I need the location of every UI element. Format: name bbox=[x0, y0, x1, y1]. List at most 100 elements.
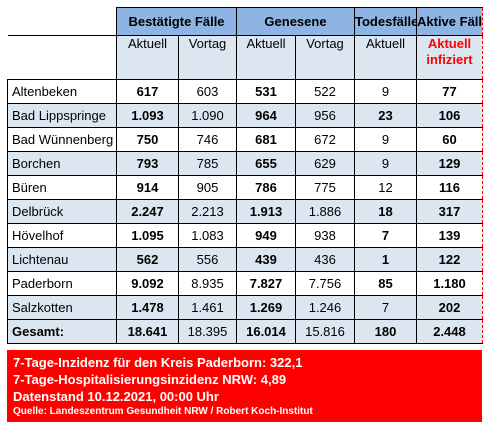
header-recovered: Genesene bbox=[236, 7, 355, 36]
active-current: 317 bbox=[416, 199, 483, 224]
confirmed-current: 1.093 bbox=[116, 103, 179, 128]
total-deaths: 180 bbox=[354, 319, 417, 344]
recovered-previous: 436 bbox=[295, 247, 355, 272]
municipality-name: Bad Wünnenberg bbox=[7, 127, 117, 152]
active-current: 60 bbox=[416, 127, 483, 152]
total-confirmed-previous: 18.395 bbox=[178, 319, 237, 344]
confirmed-previous: 8.935 bbox=[178, 271, 237, 296]
active-current: 77 bbox=[416, 79, 483, 104]
active-current: 122 bbox=[416, 247, 483, 272]
case-table: Bestätigte Fälle Genesene Todesfälle Akt… bbox=[7, 7, 483, 344]
total-recovered-previous: 15.816 bbox=[295, 319, 355, 344]
header-confirmed-previous: Vortag bbox=[178, 35, 237, 80]
header-recovered-previous: Vortag bbox=[295, 35, 355, 80]
active-current: 202 bbox=[416, 295, 483, 320]
deaths-current: 9 bbox=[354, 127, 417, 152]
recovered-current: 949 bbox=[236, 223, 296, 248]
active-current: 106 bbox=[416, 103, 483, 128]
info-footer: 7-Tage-Inzidenz für den Kreis Paderborn:… bbox=[7, 350, 482, 422]
covid-statistics-panel: Bestätigte Fälle Genesene Todesfälle Akt… bbox=[7, 7, 483, 422]
deaths-current: 85 bbox=[354, 271, 417, 296]
recovered-current: 439 bbox=[236, 247, 296, 272]
confirmed-current: 1.478 bbox=[116, 295, 179, 320]
confirmed-previous: 1.090 bbox=[178, 103, 237, 128]
confirmed-current: 562 bbox=[116, 247, 179, 272]
total-confirmed-current: 18.641 bbox=[116, 319, 179, 344]
active-current: 116 bbox=[416, 175, 483, 200]
confirmed-current: 793 bbox=[116, 151, 179, 176]
confirmed-previous: 785 bbox=[178, 151, 237, 176]
table-row: Altenbeken 617 603 531 522 9 77 bbox=[7, 79, 483, 104]
recovered-previous: 775 bbox=[295, 175, 355, 200]
source-text: Quelle: Landeszentrum Gesundheit NRW / R… bbox=[13, 406, 313, 417]
deaths-current: 7 bbox=[354, 223, 417, 248]
header-sub-row: Aktuell Vortag Aktuell Vortag Aktuell Ak… bbox=[7, 35, 483, 80]
municipality-name: Bad Lippspringe bbox=[7, 103, 117, 128]
active-label-line1: Aktuell bbox=[427, 36, 472, 52]
deaths-current: 9 bbox=[354, 151, 417, 176]
municipality-name: Altenbeken bbox=[7, 79, 117, 104]
table-row: Paderborn 9.092 8.935 7.827 7.756 85 1.1… bbox=[7, 271, 483, 296]
header-confirmed-current: Aktuell bbox=[116, 35, 179, 80]
header-deaths: Todesfälle bbox=[354, 7, 417, 36]
deaths-current: 7 bbox=[354, 295, 417, 320]
table-row: Bad Lippspringe 1.093 1.090 964 956 23 1… bbox=[7, 103, 483, 128]
recovered-previous: 956 bbox=[295, 103, 355, 128]
data-timestamp-text: Datenstand 10.12.2021, 00:00 Uhr bbox=[13, 389, 219, 404]
recovered-previous: 522 bbox=[295, 79, 355, 104]
deaths-current: 23 bbox=[354, 103, 417, 128]
active-current: 1.180 bbox=[416, 271, 483, 296]
municipality-name: Lichtenau bbox=[7, 247, 117, 272]
table-row: Delbrück 2.247 2.213 1.913 1.886 18 317 bbox=[7, 199, 483, 224]
recovered-current: 964 bbox=[236, 103, 296, 128]
confirmed-previous: 1.461 bbox=[178, 295, 237, 320]
recovered-previous: 7.756 bbox=[295, 271, 355, 296]
deaths-current: 12 bbox=[354, 175, 417, 200]
recovered-previous: 1.886 bbox=[295, 199, 355, 224]
table-row: Bad Wünnenberg 750 746 681 672 9 60 bbox=[7, 127, 483, 152]
confirmed-previous: 746 bbox=[178, 127, 237, 152]
recovered-current: 681 bbox=[236, 127, 296, 152]
table-row: Salzkotten 1.478 1.461 1.269 1.246 7 202 bbox=[7, 295, 483, 320]
municipality-name: Büren bbox=[7, 175, 117, 200]
header-active-current-infected: Aktuell infiziert bbox=[416, 35, 483, 80]
table-row: Büren 914 905 786 775 12 116 bbox=[7, 175, 483, 200]
confirmed-current: 750 bbox=[116, 127, 179, 152]
active-label-line2: infiziert bbox=[426, 52, 473, 67]
recovered-current: 786 bbox=[236, 175, 296, 200]
table-row: Hövelhof 1.095 1.083 949 938 7 139 bbox=[7, 223, 483, 248]
recovered-previous: 629 bbox=[295, 151, 355, 176]
active-current: 129 bbox=[416, 151, 483, 176]
municipality-name: Delbrück bbox=[7, 199, 117, 224]
total-active: 2.448 bbox=[416, 319, 483, 344]
recovered-previous: 672 bbox=[295, 127, 355, 152]
recovered-previous: 938 bbox=[295, 223, 355, 248]
table-row: Lichtenau 562 556 439 436 1 122 bbox=[7, 247, 483, 272]
header-corner bbox=[7, 7, 117, 36]
deaths-current: 9 bbox=[354, 79, 417, 104]
recovered-current: 7.827 bbox=[236, 271, 296, 296]
confirmed-current: 9.092 bbox=[116, 271, 179, 296]
deaths-current: 1 bbox=[354, 247, 417, 272]
confirmed-current: 2.247 bbox=[116, 199, 179, 224]
confirmed-previous: 603 bbox=[178, 79, 237, 104]
header-sub-corner bbox=[7, 35, 117, 80]
total-label: Gesamt: bbox=[7, 319, 117, 344]
recovered-current: 531 bbox=[236, 79, 296, 104]
recovered-current: 655 bbox=[236, 151, 296, 176]
active-current: 139 bbox=[416, 223, 483, 248]
incidence-kreis-text: 7-Tage-Inzidenz für den Kreis Paderborn:… bbox=[13, 355, 303, 370]
recovered-current: 1.913 bbox=[236, 199, 296, 224]
municipality-name: Paderborn bbox=[7, 271, 117, 296]
municipality-name: Salzkotten bbox=[7, 295, 117, 320]
confirmed-current: 914 bbox=[116, 175, 179, 200]
recovered-previous: 1.246 bbox=[295, 295, 355, 320]
header-active-cases: Aktive Fälle bbox=[416, 7, 483, 36]
confirmed-current: 1.095 bbox=[116, 223, 179, 248]
header-recovered-current: Aktuell bbox=[236, 35, 296, 80]
municipality-name: Borchen bbox=[7, 151, 117, 176]
recovered-current: 1.269 bbox=[236, 295, 296, 320]
table-row: Borchen 793 785 655 629 9 129 bbox=[7, 151, 483, 176]
confirmed-current: 617 bbox=[116, 79, 179, 104]
total-row: Gesamt: 18.641 18.395 16.014 15.816 180 … bbox=[7, 319, 483, 344]
